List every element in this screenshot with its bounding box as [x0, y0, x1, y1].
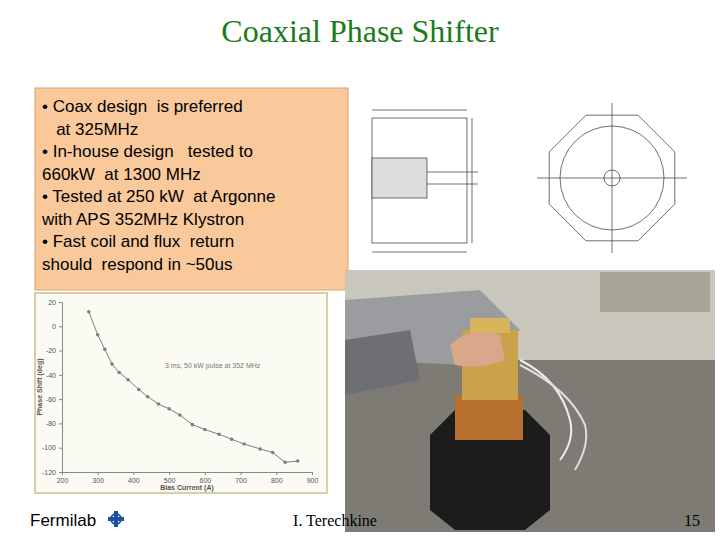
axis-line	[63, 473, 313, 476]
data-point	[87, 310, 91, 314]
tick-mark	[59, 302, 62, 303]
tick-mark	[59, 448, 62, 449]
axis-line	[59, 303, 63, 473]
data-point	[283, 460, 287, 464]
bullet-text: • Fast coil and flux return	[42, 232, 234, 251]
tick-label: -20	[46, 347, 56, 354]
tick: 900	[307, 472, 319, 484]
tick-label: 400	[128, 477, 140, 484]
tick-label: -60	[46, 396, 56, 403]
data-point	[157, 402, 161, 406]
tick-mark	[59, 399, 62, 400]
data-point	[146, 395, 150, 399]
tick: -120	[42, 469, 62, 476]
bullet-text: with APS 352MHz Klystron	[41, 210, 244, 229]
bullet-text: should respond in ~50us	[42, 255, 232, 274]
chart-background	[35, 293, 327, 493]
tick-mark	[205, 472, 206, 475]
tick-mark	[59, 326, 62, 327]
tick-mark	[98, 472, 99, 475]
plot-area	[87, 310, 300, 464]
bullet-text: • Coax design is preferred	[42, 97, 243, 116]
tick: 200	[57, 472, 69, 484]
tick-label: -120	[42, 469, 56, 476]
data-point	[217, 433, 221, 437]
data-point	[117, 371, 121, 375]
tick: -20	[46, 347, 62, 354]
data-point	[258, 447, 262, 451]
bullet-text: at 325MHz	[42, 120, 138, 139]
tick-label: 0	[52, 323, 56, 330]
tick-label: 300	[92, 477, 104, 484]
x-axis-title: Bias Current (A)	[160, 484, 214, 492]
tick: -80	[46, 420, 62, 427]
tick-mark	[133, 472, 134, 475]
tick-mark	[59, 472, 62, 473]
tick: 500	[164, 472, 176, 484]
data-point	[242, 442, 246, 446]
data-point	[230, 437, 234, 441]
tick-label: 20	[48, 299, 56, 306]
annotation: 3 ms, 50 kW pulse at 352 MHz	[165, 362, 261, 370]
tick-mark	[169, 472, 170, 475]
tick-mark	[276, 472, 277, 475]
data-point	[191, 423, 195, 427]
y-axis: -120 -100 -80 -60 -40 -20 0 20	[42, 299, 63, 476]
bullet-box	[35, 88, 348, 290]
data-point	[126, 378, 130, 382]
tick-mark	[59, 351, 62, 352]
tick: -40	[46, 372, 62, 379]
tick-label: -100	[42, 444, 56, 451]
logo	[108, 511, 124, 527]
tick: -100	[42, 444, 62, 451]
tick-label: -40	[46, 372, 56, 379]
footer-organization: Fermilab	[30, 511, 96, 530]
tick: 400	[128, 472, 140, 484]
tick-label: 800	[271, 477, 283, 484]
tick: 800	[271, 472, 283, 484]
x-axis: 200 300 400 500 600 700 800 900	[57, 472, 319, 484]
tick: 20	[48, 299, 62, 306]
footer-author: I. Terechkine	[293, 512, 377, 529]
data-line	[89, 312, 298, 463]
technical-drawing	[372, 103, 687, 253]
y-axis-title: Phase Shift (deg)	[36, 358, 44, 415]
tick: -60	[46, 396, 62, 403]
data-point	[103, 348, 107, 352]
bullet-text: • Tested at 250 kW at Argonne	[42, 187, 275, 206]
data-point	[178, 413, 182, 417]
tick-label: 200	[57, 477, 69, 484]
tick-mark	[241, 472, 242, 475]
tick-mark	[59, 375, 62, 376]
data-point	[137, 388, 141, 392]
data-point	[96, 333, 100, 337]
photo	[345, 270, 715, 532]
data-point	[296, 459, 300, 463]
tick-label: -80	[46, 420, 56, 427]
tick: 0	[52, 323, 62, 330]
tick-mark	[59, 423, 62, 424]
footer-page: 15	[684, 512, 700, 529]
tick: 300	[92, 472, 104, 484]
data-point	[110, 362, 114, 366]
tick-label: 900	[307, 477, 319, 484]
tick-label: 500	[164, 477, 176, 484]
tick: 700	[235, 472, 247, 484]
slide-title: Coaxial Phase Shifter	[221, 13, 499, 49]
tick-label: 600	[200, 477, 212, 484]
tick-label: 700	[235, 477, 247, 484]
tick-mark	[312, 472, 313, 475]
data-point	[167, 407, 171, 411]
data-point	[203, 428, 207, 432]
bullet-text: • In-house design tested to	[42, 142, 253, 161]
bullet-text: 660kW at 1300 MHz	[42, 165, 201, 184]
tick: 600	[200, 472, 212, 484]
slide: Coaxial Phase Shifter • Coax design is pr…	[0, 0, 720, 540]
data-point	[271, 451, 275, 455]
